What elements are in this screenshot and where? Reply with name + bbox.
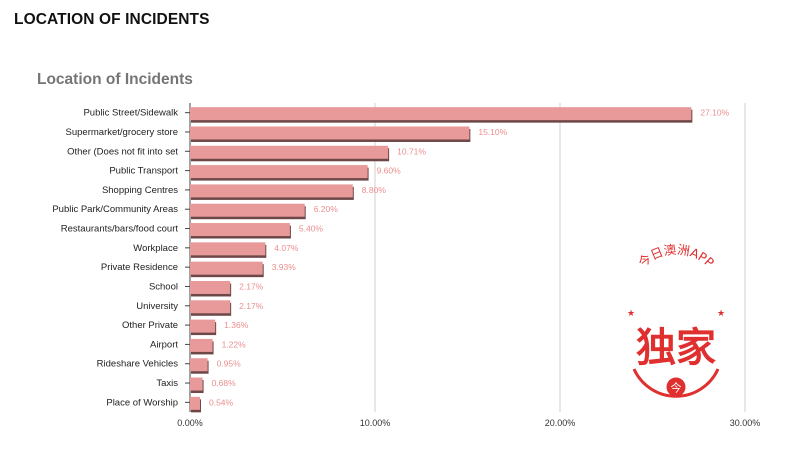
- watermark-star-right-icon: ★: [717, 308, 725, 318]
- data-label: 9.60%: [377, 166, 402, 176]
- category-label: Airport: [150, 339, 178, 350]
- bar: [190, 396, 200, 410]
- category-label: Public Transport: [109, 166, 178, 177]
- x-tick-label: 20.00%: [545, 418, 576, 428]
- data-label: 0.54%: [209, 397, 234, 407]
- data-label: 1.36%: [224, 320, 249, 330]
- data-label: 4.07%: [274, 243, 299, 253]
- x-tick-label: 30.00%: [730, 418, 761, 428]
- bar: [190, 223, 290, 237]
- category-label: Supermarket/grocery store: [66, 127, 178, 138]
- category-label: School: [149, 281, 178, 292]
- bar: [190, 300, 231, 314]
- bar: [190, 358, 208, 372]
- data-label: 6.20%: [314, 204, 339, 214]
- category-label: Place of Worship: [106, 397, 178, 408]
- bar: [190, 126, 470, 140]
- category-label: University: [136, 301, 178, 312]
- chart-title: Location of Incidents: [37, 71, 193, 88]
- category-label: Taxis: [156, 378, 178, 389]
- data-label: 0.95%: [217, 359, 242, 369]
- data-label: 27.10%: [700, 108, 729, 118]
- watermark-star-left-icon: ★: [627, 308, 635, 318]
- bar: [190, 145, 389, 159]
- bar: [190, 242, 266, 256]
- data-label: 5.40%: [299, 224, 324, 234]
- data-label: 1.22%: [222, 339, 247, 349]
- category-label: Public Park/Community Areas: [52, 204, 178, 215]
- bar: [190, 107, 692, 121]
- data-label: 2.17%: [239, 281, 264, 291]
- data-label: 2.17%: [239, 301, 264, 311]
- bar: [190, 165, 368, 179]
- category-label: Rideshare Vehicles: [97, 359, 179, 370]
- data-label: 8.80%: [362, 185, 387, 195]
- category-label: Shopping Centres: [102, 185, 178, 196]
- bar: [190, 280, 231, 294]
- category-label: Other Private: [122, 320, 178, 331]
- data-label: 3.93%: [272, 262, 297, 272]
- x-tick-label: 0.00%: [177, 418, 203, 428]
- bar: [190, 319, 216, 333]
- page-heading: LOCATION OF INCIDENTS: [14, 11, 210, 28]
- bar: [190, 338, 213, 352]
- bar: [190, 203, 305, 217]
- x-tick-label: 10.00%: [360, 418, 391, 428]
- data-label: 10.71%: [397, 146, 426, 156]
- category-label: Workplace: [133, 243, 178, 254]
- watermark-badge-glyph: 今: [671, 381, 682, 395]
- bar: [190, 377, 203, 391]
- bar: [190, 261, 263, 275]
- data-label: 0.68%: [212, 378, 237, 388]
- category-label: Public Street/Sidewalk: [83, 108, 178, 119]
- category-label: Private Residence: [101, 262, 178, 273]
- watermark-badge-icon: [666, 377, 686, 397]
- bar: [190, 184, 353, 198]
- category-label: Restaurants/bars/food court: [61, 224, 179, 235]
- watermark-logo: 今日澳洲APP ★ ★ 独家 今: [627, 242, 725, 398]
- watermark-arc-text: 今日澳洲APP: [635, 242, 717, 271]
- category-label: Other (Does not fit into set: [67, 146, 178, 157]
- data-label: 15.10%: [478, 127, 507, 137]
- labels: 0.00% 10.00% 20.00% 30.00% Public Street/Sid…: [52, 108, 760, 428]
- bars: [190, 107, 693, 413]
- watermark-main-text: 独家: [636, 325, 716, 371]
